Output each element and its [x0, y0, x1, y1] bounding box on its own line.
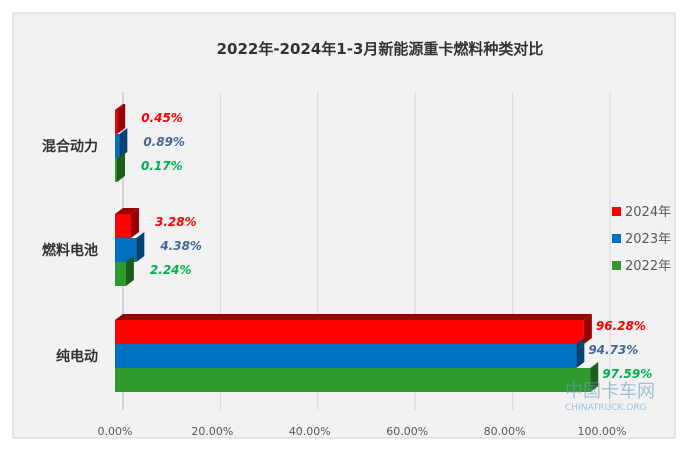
bar-side: [125, 256, 134, 286]
bar: [115, 238, 137, 262]
chart-title: 2022年-2024年1-3月新能源重卡燃料种类对比: [217, 40, 544, 58]
watermark: 中国卡车网 CHINATRUCK.ORG: [565, 381, 655, 413]
bar-side: [576, 338, 585, 368]
watermark-sub: CHINATRUCK.ORG: [565, 403, 647, 413]
legend-swatch: [612, 207, 621, 216]
data-label: 97.59%: [602, 367, 652, 381]
bar: [115, 368, 591, 392]
bar: [115, 110, 118, 134]
category-label: 混合动力: [42, 138, 98, 155]
data-label: 0.17%: [141, 159, 183, 173]
data-label: 3.28%: [155, 215, 197, 229]
legend-label: 2023年: [625, 232, 671, 247]
bar: [115, 134, 120, 158]
bar-side: [136, 232, 145, 262]
legend-label: 2022年: [625, 259, 671, 274]
x-tick-label: 80.00%: [484, 425, 526, 438]
bar-side: [130, 208, 139, 238]
data-label: 96.28%: [596, 319, 646, 333]
bar: [115, 344, 577, 368]
bar-top: [115, 314, 592, 320]
bar-side: [117, 104, 126, 134]
data-label: 2.24%: [150, 263, 192, 277]
legend-swatch: [612, 234, 621, 243]
category-label: 燃料电池: [42, 242, 98, 259]
bar: [115, 320, 584, 344]
x-tick-label: 100.00%: [578, 425, 627, 438]
x-tick-label: 20.00%: [191, 425, 233, 438]
x-tick-label: 40.00%: [289, 425, 331, 438]
bar-top: [115, 208, 139, 214]
x-tick-label: 0.00%: [98, 425, 133, 438]
bar-side: [583, 314, 592, 344]
legend-swatch: [612, 261, 621, 270]
bar-top: [115, 104, 126, 110]
data-label: 0.45%: [141, 111, 183, 125]
category-label: 纯电动: [56, 348, 98, 365]
bar: [115, 262, 126, 286]
data-label: 4.38%: [159, 239, 202, 253]
bar: [115, 158, 117, 182]
legend-label: 2024年: [625, 205, 671, 220]
x-tick-label: 60.00%: [386, 425, 428, 438]
bar-side: [117, 152, 125, 182]
bar: [115, 214, 131, 238]
bar-side: [119, 128, 128, 158]
watermark-text: 中国卡车网: [565, 381, 655, 402]
data-label: 94.73%: [588, 343, 638, 357]
data-label: 0.89%: [143, 135, 185, 149]
bar-side: [590, 362, 599, 392]
